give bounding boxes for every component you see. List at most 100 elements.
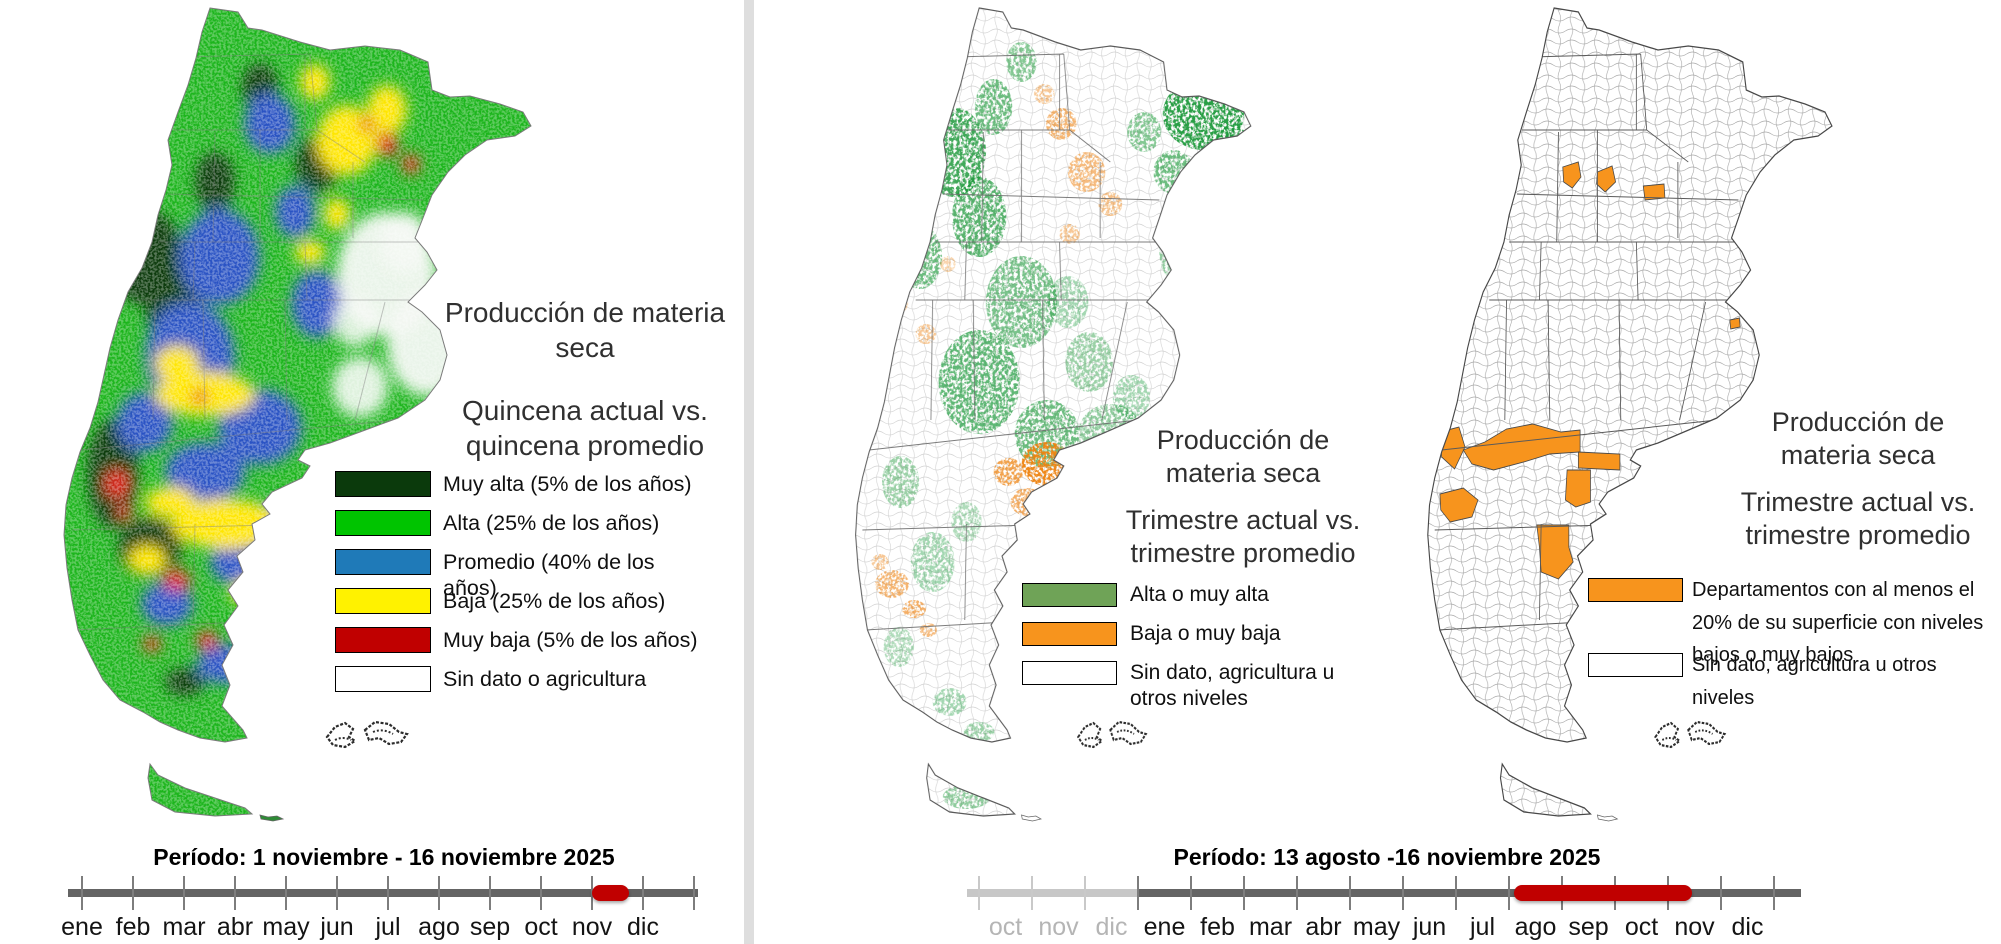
timeline-month-label: may	[1352, 913, 1401, 941]
legend-swatch	[335, 588, 431, 614]
middle-panel-title: Producción de materia seca	[1113, 424, 1373, 491]
map-argentina-quincena	[63, 7, 532, 822]
timeline-tick	[1349, 876, 1351, 910]
timeline-month-label: jul	[375, 913, 401, 941]
timeline-highlight-period	[1514, 885, 1692, 901]
timeline-month-label: nov	[571, 913, 613, 941]
timeline-tick	[1508, 876, 1510, 910]
timeline-tick	[81, 876, 83, 910]
timeline-tick	[1190, 876, 1192, 910]
timeline-tick	[978, 876, 980, 910]
timeline-month-label: oct	[1624, 913, 1659, 941]
timeline-month-label: oct	[524, 913, 558, 941]
orange-departments	[1439, 161, 1741, 580]
legend-swatch	[335, 666, 431, 692]
legend-label: Muy alta (5% de los años)	[443, 472, 692, 496]
legend-label: Departamentos con al menos el 20% de su …	[1692, 579, 1984, 666]
timeline-month-label: feb	[115, 913, 151, 941]
timeline-tick	[1137, 876, 1139, 910]
timeline-tick	[336, 876, 338, 910]
left-panel-title: Producción de materia seca	[430, 296, 740, 365]
timeline-month-label: feb	[1200, 913, 1235, 941]
legend-swatch	[1022, 622, 1117, 646]
timeline-month-label: may	[262, 913, 310, 941]
right-period-label: Período: 13 agosto -16 noviembre 2025	[1173, 844, 1601, 870]
timeline-month-label: mar	[1248, 913, 1293, 941]
timeline-tick	[1720, 876, 1722, 910]
legend-swatch	[335, 627, 431, 653]
legend-label: Sin dato, agricultura u otros niveles	[1130, 661, 1335, 710]
title-line: materia seca	[1780, 440, 1936, 471]
timeline-tick	[642, 876, 644, 910]
timeline-month-label: sep	[469, 913, 511, 941]
subtitle-line: quincena promedio	[465, 429, 705, 461]
timeline-tick	[387, 876, 389, 910]
timeline-highlight-period	[592, 885, 629, 901]
timeline-month-label: ene	[1143, 913, 1186, 941]
timeline-tick	[1084, 876, 1086, 910]
timeline-month-label: oct	[988, 913, 1023, 941]
legend-label: Alta o muy alta	[1130, 583, 1269, 606]
timeline-month-label: dic	[627, 913, 659, 941]
timeline-bar	[1138, 889, 1801, 897]
legend-label: Muy baja (5% de los años)	[443, 628, 698, 652]
title-line: seca	[555, 331, 615, 363]
timeline-tick	[489, 876, 491, 910]
legend-label: Alta (25% de los años)	[443, 511, 660, 535]
map-argentina-trimestre	[855, 7, 1252, 822]
legend-label: Promedio (40% de los años)	[443, 550, 655, 600]
timeline-tick	[438, 876, 440, 910]
timeline-tick	[183, 876, 185, 910]
timeline-bar	[68, 889, 698, 897]
legend-label: Baja o muy baja	[1130, 622, 1281, 645]
timeline-tick	[285, 876, 287, 910]
timeline-month-label: jun	[1412, 913, 1447, 941]
legend-swatch	[1588, 653, 1683, 677]
title-line: materia seca	[1165, 458, 1321, 489]
subtitle-line: trimestre promedio	[1745, 520, 1971, 551]
timeline-month-label: ene	[61, 913, 103, 941]
right-panel-subtitle: Trimestre actual vs. trimestre promedio	[1736, 486, 1980, 553]
timeline-tick	[1243, 876, 1245, 910]
legend-swatch	[335, 471, 431, 497]
subtitle-line: Trimestre actual vs.	[1125, 505, 1361, 535]
timeline-month-label: nov	[1038, 913, 1079, 941]
right-panel-title: Producción de materia seca	[1742, 406, 1974, 473]
timeline-tick	[1031, 876, 1033, 910]
timeline-tick	[1402, 876, 1404, 910]
timeline-tick	[540, 876, 542, 910]
timeline-month-label: mar	[162, 913, 206, 941]
timeline-tick	[234, 876, 236, 910]
legend-swatch	[1022, 583, 1117, 607]
title-line: Producción de	[1156, 425, 1330, 455]
right-timeline: oct nov dic ene feb mar abr may jun jul ago sep oct n…	[967, 876, 1807, 944]
timeline-month-label: nov	[1674, 913, 1715, 941]
timeline-month-label: ago	[418, 913, 460, 941]
title-line: Producción de	[1771, 407, 1945, 437]
timeline-tick	[1455, 876, 1457, 910]
left-panel-subtitle: Quincena actual vs. quincena promedio	[420, 394, 750, 463]
malvinas-islands-sketch	[1077, 720, 1147, 749]
timeline-tick	[1773, 876, 1775, 910]
subtitle-line: Quincena actual vs.	[462, 395, 708, 426]
legend-swatch	[335, 510, 431, 536]
subtitle-line: Trimestre actual vs.	[1740, 487, 1976, 517]
left-timeline: ene feb mar abr may jun jul ago sep oct nov dic	[61, 876, 708, 944]
map-argentina-departamentos	[1427, 7, 1833, 822]
timeline-month-label: abr	[216, 913, 254, 941]
timeline-tick	[132, 876, 134, 910]
left-period-label: Período: 1 noviembre - 16 noviembre 2025	[153, 844, 615, 870]
timeline-month-label: dic	[1095, 913, 1128, 941]
middle-panel-subtitle: Trimestre actual vs. trimestre promedio	[1113, 504, 1373, 571]
timeline-month-label: sep	[1568, 913, 1609, 941]
timeline-month-label: dic	[1731, 913, 1764, 941]
timeline-month-label: jul	[1469, 913, 1496, 941]
malvinas-islands-sketch	[1654, 720, 1726, 749]
panel-divider	[744, 0, 754, 944]
timeline-month-label: jun	[320, 913, 354, 941]
timeline-month-label: abr	[1305, 913, 1342, 941]
timeline-tick	[693, 876, 695, 910]
timeline-month-label: ago	[1514, 913, 1557, 941]
timeline-bar-previous-year	[967, 889, 1138, 897]
subtitle-line: trimestre promedio	[1130, 538, 1356, 569]
